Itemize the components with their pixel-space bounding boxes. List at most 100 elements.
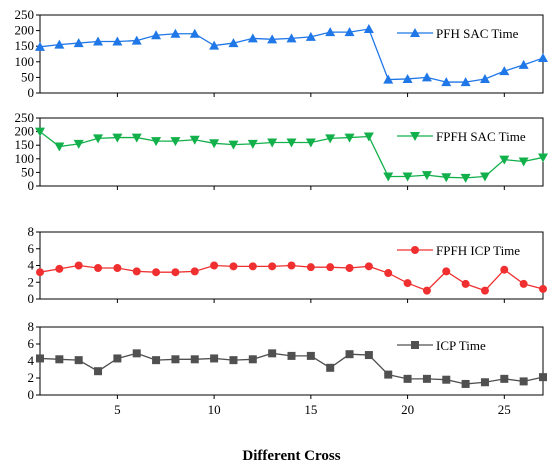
data-point (131, 133, 142, 143)
data-point (422, 286, 431, 295)
y-tick-label: 0 (28, 85, 35, 100)
y-tick-label: 4 (28, 353, 35, 368)
data-point (210, 261, 219, 270)
legend-marker (410, 132, 420, 141)
legend-label: FPFH ICP Time (436, 243, 520, 258)
data-point (286, 138, 297, 148)
data-point (518, 59, 529, 69)
data-point (73, 38, 84, 48)
x-tick-label: 15 (304, 402, 317, 417)
data-point (286, 33, 297, 43)
y-tick-label: 50 (21, 69, 34, 84)
data-point (402, 172, 413, 182)
x-tick-label: 25 (498, 402, 511, 417)
data-point (538, 53, 548, 63)
chart-panel-4: 0 2 4 6 8 5 10 15 20 25 ICP Time Different Cross (28, 319, 547, 464)
data-point (345, 264, 354, 273)
y-tick-label: 150 (15, 38, 35, 53)
data-point (93, 134, 104, 144)
data-point (113, 354, 122, 363)
data-point (229, 356, 238, 365)
data-point (248, 262, 257, 271)
data-point (94, 264, 103, 273)
data-point (132, 267, 141, 276)
data-point (442, 375, 451, 384)
data-point (54, 39, 65, 49)
data-point (132, 349, 141, 358)
data-point (363, 132, 374, 142)
y-tick-label: 250 (15, 7, 35, 22)
plot-frame (39, 117, 544, 187)
data-point (325, 134, 336, 144)
data-point (287, 351, 296, 360)
data-point (325, 27, 336, 37)
data-point (151, 137, 162, 147)
data-point (171, 268, 180, 277)
data-point (479, 73, 490, 83)
y-tick-label: 8 (28, 319, 35, 334)
data-point (500, 265, 509, 274)
data-point (539, 284, 547, 293)
y-tick-label: 0 (28, 178, 35, 193)
data-point (131, 35, 142, 45)
y-tick-label: 6 (28, 241, 35, 256)
data-point (326, 363, 335, 372)
data-point (35, 127, 45, 137)
data-point (383, 74, 394, 84)
legend-marker (410, 28, 420, 37)
y-tick-label: 6 (28, 336, 35, 351)
y-tick-label: 150 (15, 137, 35, 152)
data-point (364, 262, 373, 271)
data-point (403, 279, 412, 288)
data-point (170, 28, 181, 38)
data-point (305, 138, 316, 148)
chart-panel-3: 0 24 6 8 FPFH ICP Time (28, 224, 547, 306)
data-point (305, 31, 316, 41)
data-point (402, 73, 413, 83)
data-point (74, 261, 83, 270)
data-point (248, 355, 257, 364)
legend-label: FPFH SAC Time (436, 129, 526, 144)
data-point (403, 374, 412, 383)
data-point (421, 72, 432, 82)
data-point (190, 267, 199, 276)
data-point (287, 261, 296, 270)
data-point (152, 356, 161, 365)
y-tick-label: 4 (28, 258, 35, 273)
data-point (93, 36, 104, 46)
y-tick-label: 100 (15, 54, 35, 69)
data-point (519, 279, 528, 288)
data-point (326, 263, 335, 272)
data-point (189, 28, 200, 38)
data-point (267, 138, 278, 148)
data-point (499, 155, 510, 165)
data-point (363, 24, 374, 34)
legend-label: PFH SAC Time (436, 26, 519, 41)
data-point (306, 351, 315, 360)
data-point (519, 377, 528, 386)
data-point (170, 137, 181, 147)
data-point (500, 374, 509, 383)
y-tick-label: 2 (28, 370, 35, 385)
data-point (460, 173, 471, 183)
data-point (151, 30, 162, 40)
data-point (267, 34, 278, 44)
data-point (441, 173, 452, 183)
data-point (189, 135, 200, 145)
data-point (518, 157, 529, 167)
data-point (35, 41, 45, 51)
data-point (268, 349, 277, 358)
x-tick-label: 10 (208, 402, 221, 417)
data-point (210, 354, 219, 363)
data-point (539, 373, 547, 382)
x-axis-label: Different Cross (242, 448, 340, 464)
data-point (384, 370, 393, 379)
legend-marker (411, 341, 419, 349)
data-point (112, 133, 123, 143)
data-point (345, 350, 354, 359)
y-tick-label: 50 (21, 164, 34, 179)
data-point (422, 374, 431, 383)
data-point (364, 351, 373, 360)
data-point (384, 269, 393, 278)
